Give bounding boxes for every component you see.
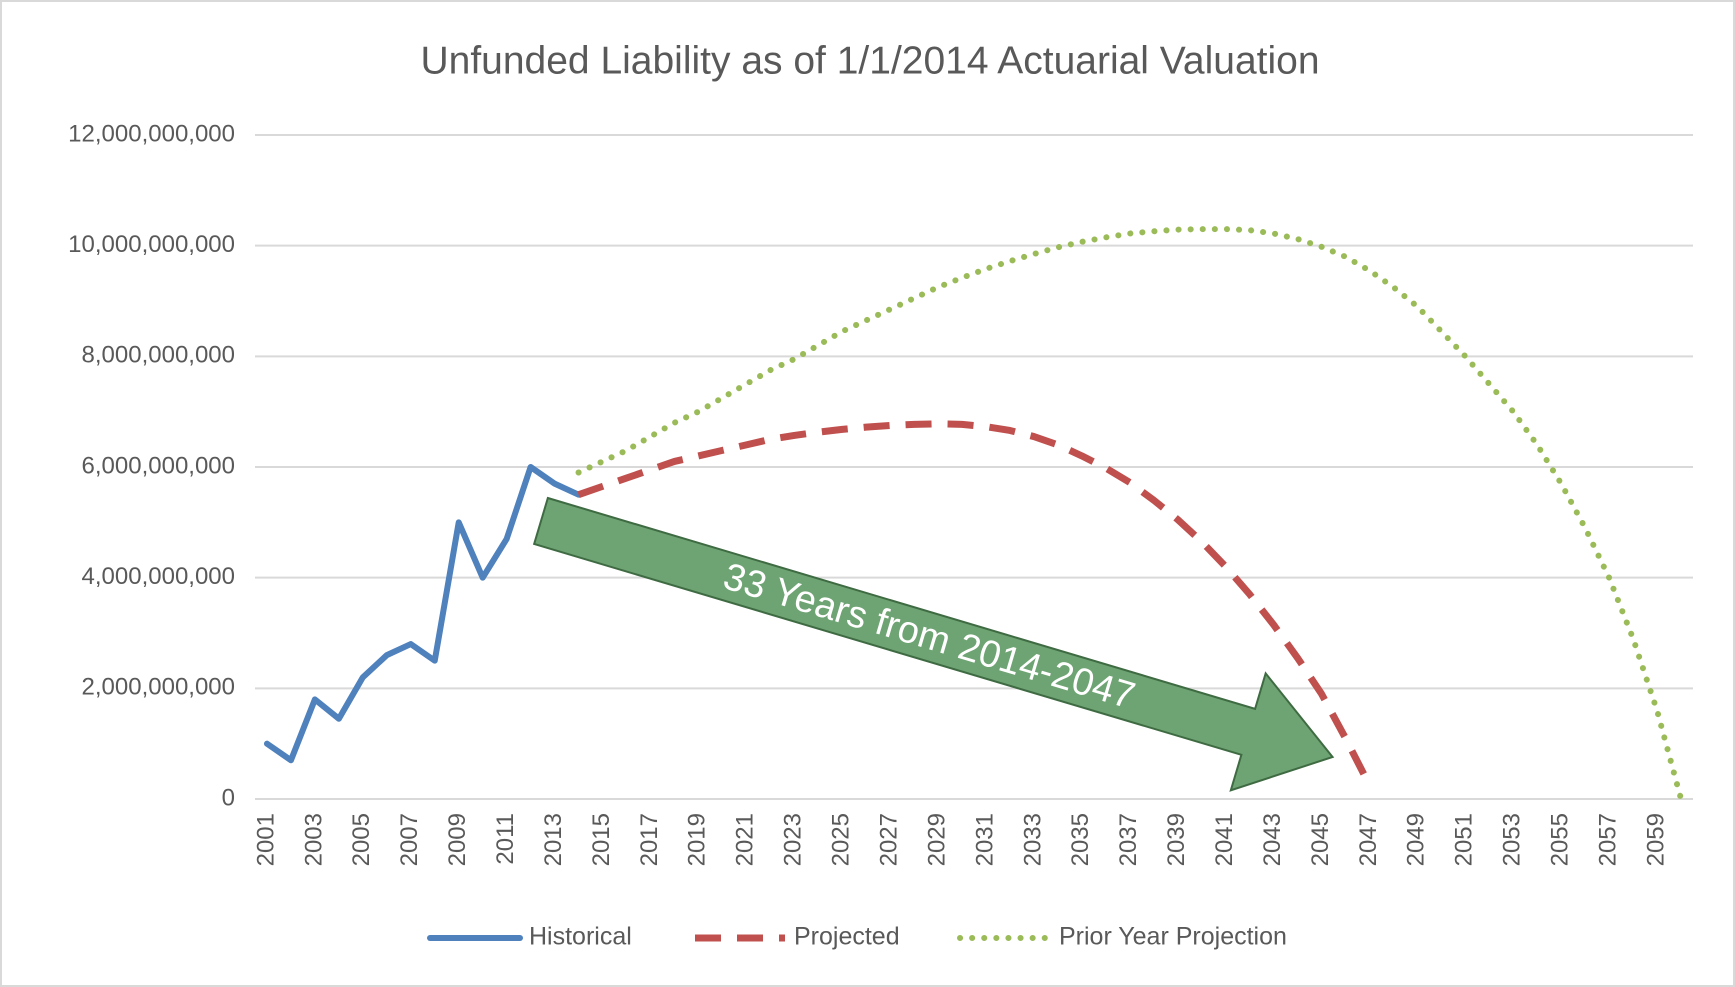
x-tick-label: 2015 [588,813,615,866]
series-line [575,226,1685,802]
x-tick-label: 2003 [300,813,327,866]
x-tick-label: 2047 [1355,813,1382,866]
x-tick-label: 2053 [1499,813,1526,866]
x-tick-label: 2049 [1403,813,1430,866]
x-tick-label: 2041 [1211,813,1238,866]
x-tick-label: 2017 [636,813,663,866]
legend-label: Prior Year Projection [1059,923,1287,951]
y-tick-label: 0 [222,784,235,811]
x-tick-label: 2023 [780,813,807,866]
arrow-shape [532,496,1335,792]
x-tick-label: 2037 [1115,813,1142,866]
x-tick-label: 2035 [1067,813,1094,866]
x-tick-label: 2045 [1307,813,1334,866]
x-tick-label: 2057 [1594,813,1621,866]
x-tick-label: 2031 [971,813,998,866]
y-tick-label: 6,000,000,000 [82,452,235,479]
x-tick-label: 2033 [1019,813,1046,866]
y-tick-label: 4,000,000,000 [82,563,235,590]
x-tick-label: 2055 [1547,813,1574,866]
chart-title: Unfunded Liability as of 1/1/2014 Actuar… [420,39,1319,82]
x-tick-label: 2051 [1451,813,1478,866]
x-tick-label: 2027 [875,813,902,866]
x-tick-label: 2039 [1163,813,1190,866]
y-tick-label: 2,000,000,000 [82,674,235,701]
x-tick-label: 2019 [684,813,711,866]
x-tick-label: 2007 [396,813,423,866]
series-line [577,420,1373,787]
y-tick-label: 10,000,000,000 [68,231,235,258]
legend-label: Historical [529,923,632,951]
series-line [263,464,582,764]
x-tick-label: 2001 [252,813,279,866]
x-tick-label: 2009 [444,813,471,866]
y-tick-label: 12,000,000,000 [68,120,235,147]
y-tick-label: 8,000,000,000 [82,342,235,369]
plot-area: 0 2,000,000,000 4,000,000,000 6,000,000,000… [68,120,1693,866]
x-tick-label: 2029 [923,813,950,866]
x-tick-label: 2043 [1259,813,1286,866]
x-tick-label: 2005 [348,813,375,866]
legend-label: Projected [794,923,900,951]
x-tick-label: 2021 [732,813,759,866]
x-tick-label: 2011 [492,813,519,865]
x-tick-label: 2025 [828,813,855,866]
x-tick-label: 2059 [1642,813,1669,866]
x-tick-label: 2013 [540,813,567,866]
